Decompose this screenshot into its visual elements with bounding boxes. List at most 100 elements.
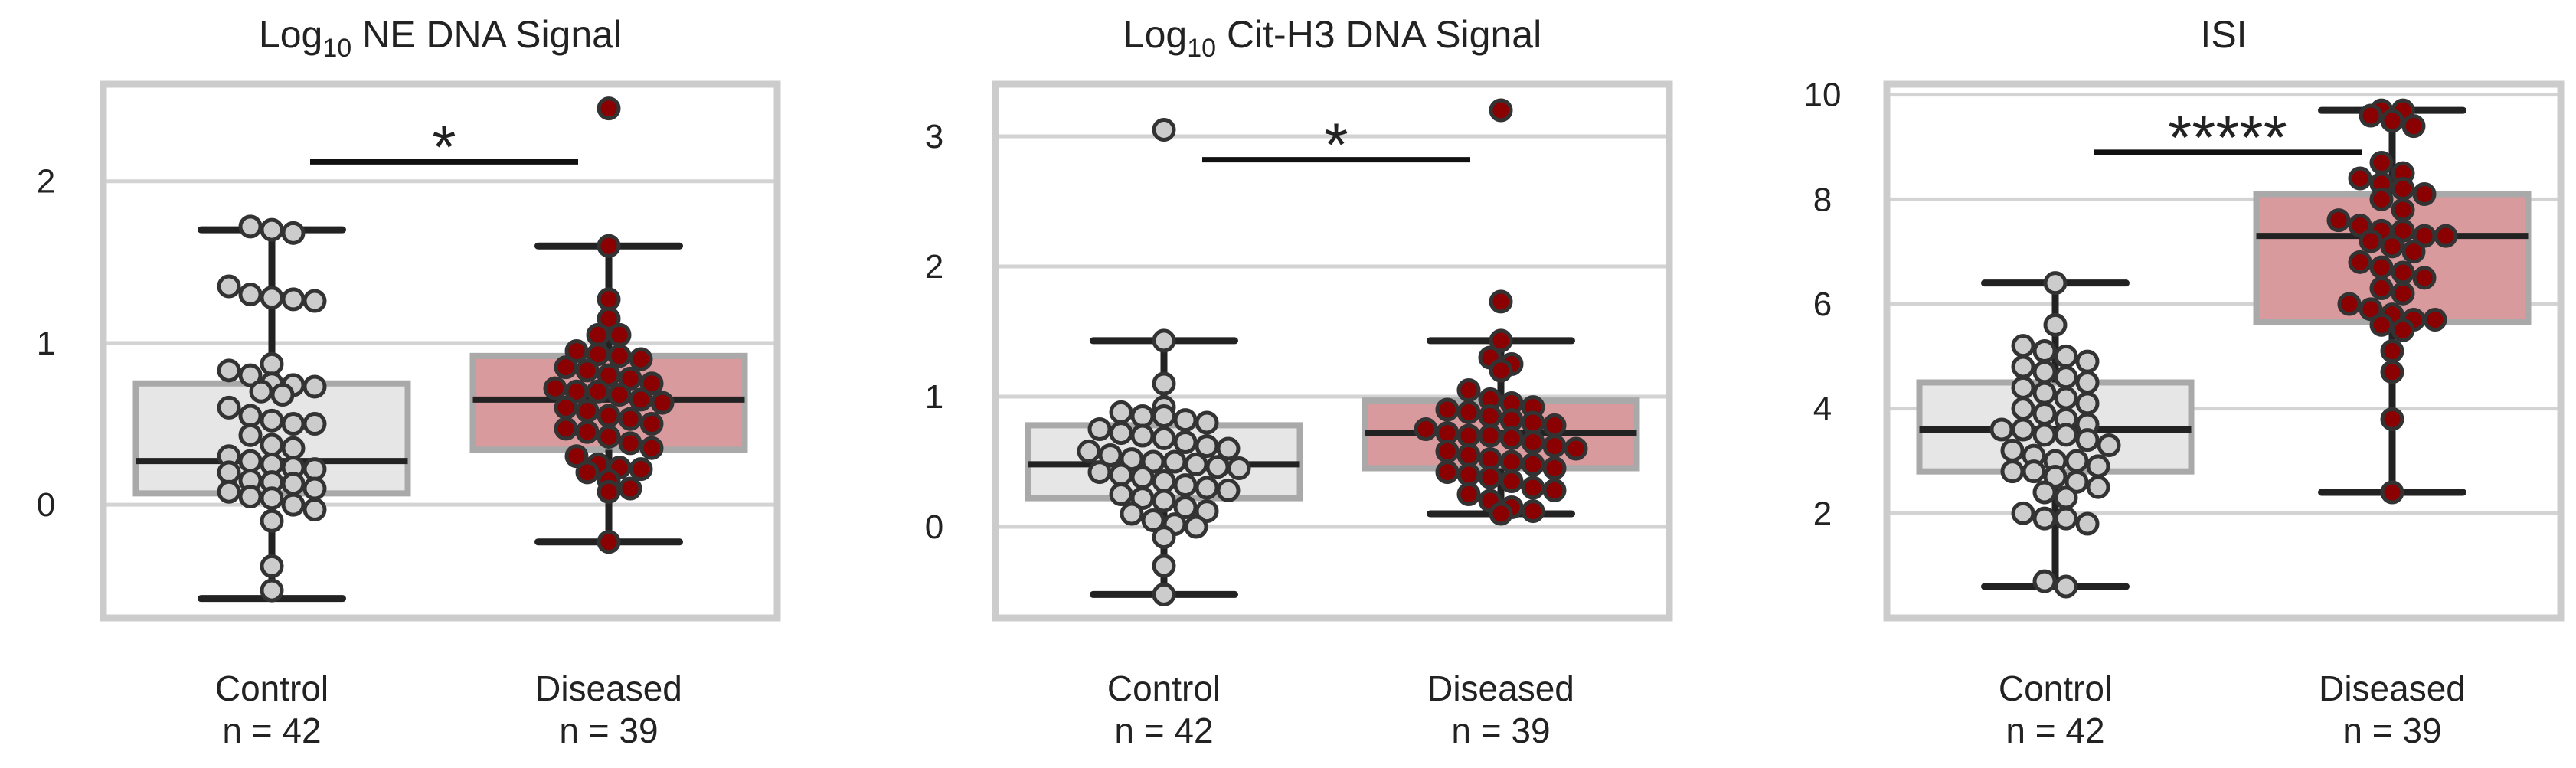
data-point	[1564, 436, 1588, 461]
data-point	[1435, 460, 1460, 485]
data-point	[1098, 443, 1123, 467]
data-point	[2391, 198, 2415, 222]
box-group-diseased	[469, 96, 748, 554]
data-point	[1542, 413, 1567, 437]
y-tick-label: 6	[1813, 286, 1832, 323]
data-point	[217, 274, 241, 299]
data-point	[217, 479, 241, 504]
data-point	[1456, 423, 1481, 448]
data-point	[2359, 297, 2383, 322]
y-tick-label: 4	[1813, 391, 1832, 428]
data-point	[1499, 469, 1524, 493]
data-point	[2075, 428, 2100, 453]
data-point	[238, 283, 263, 307]
data-point	[2380, 407, 2404, 431]
data-point	[2401, 114, 2426, 139]
data-point	[1152, 404, 1176, 428]
data-point	[2348, 214, 2372, 237]
data-point	[2075, 371, 2100, 394]
sample-size-label: n = 39	[1451, 711, 1550, 750]
y-tick-label: 8	[1813, 181, 1832, 218]
box-group-diseased	[2253, 98, 2532, 505]
data-point	[238, 363, 263, 387]
data-point	[1152, 371, 1176, 396]
data-point	[260, 351, 284, 376]
data-point	[1478, 404, 1502, 428]
category-label: Diseased	[1427, 668, 1574, 708]
y-tick-label: 1	[37, 325, 55, 362]
data-point	[2434, 224, 2458, 248]
data-point	[238, 485, 263, 509]
data-point	[597, 479, 621, 504]
data-point	[597, 234, 621, 258]
significance-stars: *	[1324, 111, 1348, 179]
data-point	[302, 457, 327, 482]
data-point	[2054, 423, 2078, 447]
data-point	[2043, 312, 2068, 337]
data-point	[1130, 404, 1155, 428]
data-point	[2380, 234, 2404, 259]
chart-title: Log10 Cit-H3 DNA Signal	[1123, 13, 1541, 63]
data-point	[586, 379, 610, 404]
data-point	[238, 404, 263, 428]
data-point	[2054, 574, 2078, 599]
data-point	[270, 383, 295, 407]
data-point	[2412, 182, 2437, 206]
data-point	[302, 497, 327, 521]
data-point	[639, 436, 664, 460]
data-point	[2054, 344, 2078, 368]
data-point	[2369, 151, 2394, 175]
data-point	[1109, 421, 1133, 446]
data-point	[260, 286, 284, 310]
data-point	[1456, 482, 1481, 506]
data-point	[2369, 187, 2394, 211]
data-point	[2369, 255, 2394, 279]
data-point	[1542, 478, 1567, 502]
data-point	[2391, 218, 2415, 243]
data-point	[2369, 276, 2394, 300]
data-point	[618, 407, 642, 431]
category-label: Diseased	[2319, 668, 2466, 708]
data-point	[650, 391, 675, 415]
data-point	[1435, 439, 1460, 463]
data-point	[629, 387, 653, 412]
data-point	[2064, 449, 2089, 473]
data-point	[1077, 439, 1101, 463]
category-label: Control	[1107, 668, 1221, 708]
data-point	[1087, 460, 1112, 485]
data-point	[1195, 476, 1219, 500]
data-point	[629, 347, 653, 371]
data-point	[1489, 328, 1513, 353]
data-point	[238, 449, 263, 473]
significance-stars: *	[432, 113, 456, 181]
chart-title: ISI	[2200, 13, 2247, 56]
data-point	[2348, 250, 2372, 274]
data-point	[1152, 328, 1176, 353]
data-point	[260, 217, 284, 242]
data-point	[302, 289, 327, 313]
data-point	[2032, 381, 2057, 405]
y-tick-label: 2	[37, 163, 55, 201]
title-main: NE DNA Signal	[351, 13, 622, 56]
category-label: Control	[1999, 668, 2112, 708]
data-point	[281, 492, 306, 517]
data-point	[2075, 511, 2100, 536]
data-point	[554, 395, 578, 420]
data-point	[302, 476, 327, 501]
data-point	[1435, 397, 1460, 422]
data-point	[1109, 400, 1133, 424]
outlier-point	[1152, 118, 1176, 142]
data-point	[1173, 430, 1198, 454]
data-point	[238, 214, 263, 239]
data-point	[2011, 334, 2035, 358]
data-point	[2000, 438, 2025, 462]
data-point	[2075, 349, 2100, 374]
box-group-control	[132, 214, 411, 603]
data-point	[1489, 358, 1513, 383]
data-point	[1216, 436, 1241, 461]
plot-area	[1887, 84, 2561, 618]
data-point	[564, 444, 589, 469]
data-point	[1152, 426, 1176, 450]
y-tick-label: 0	[37, 486, 55, 524]
